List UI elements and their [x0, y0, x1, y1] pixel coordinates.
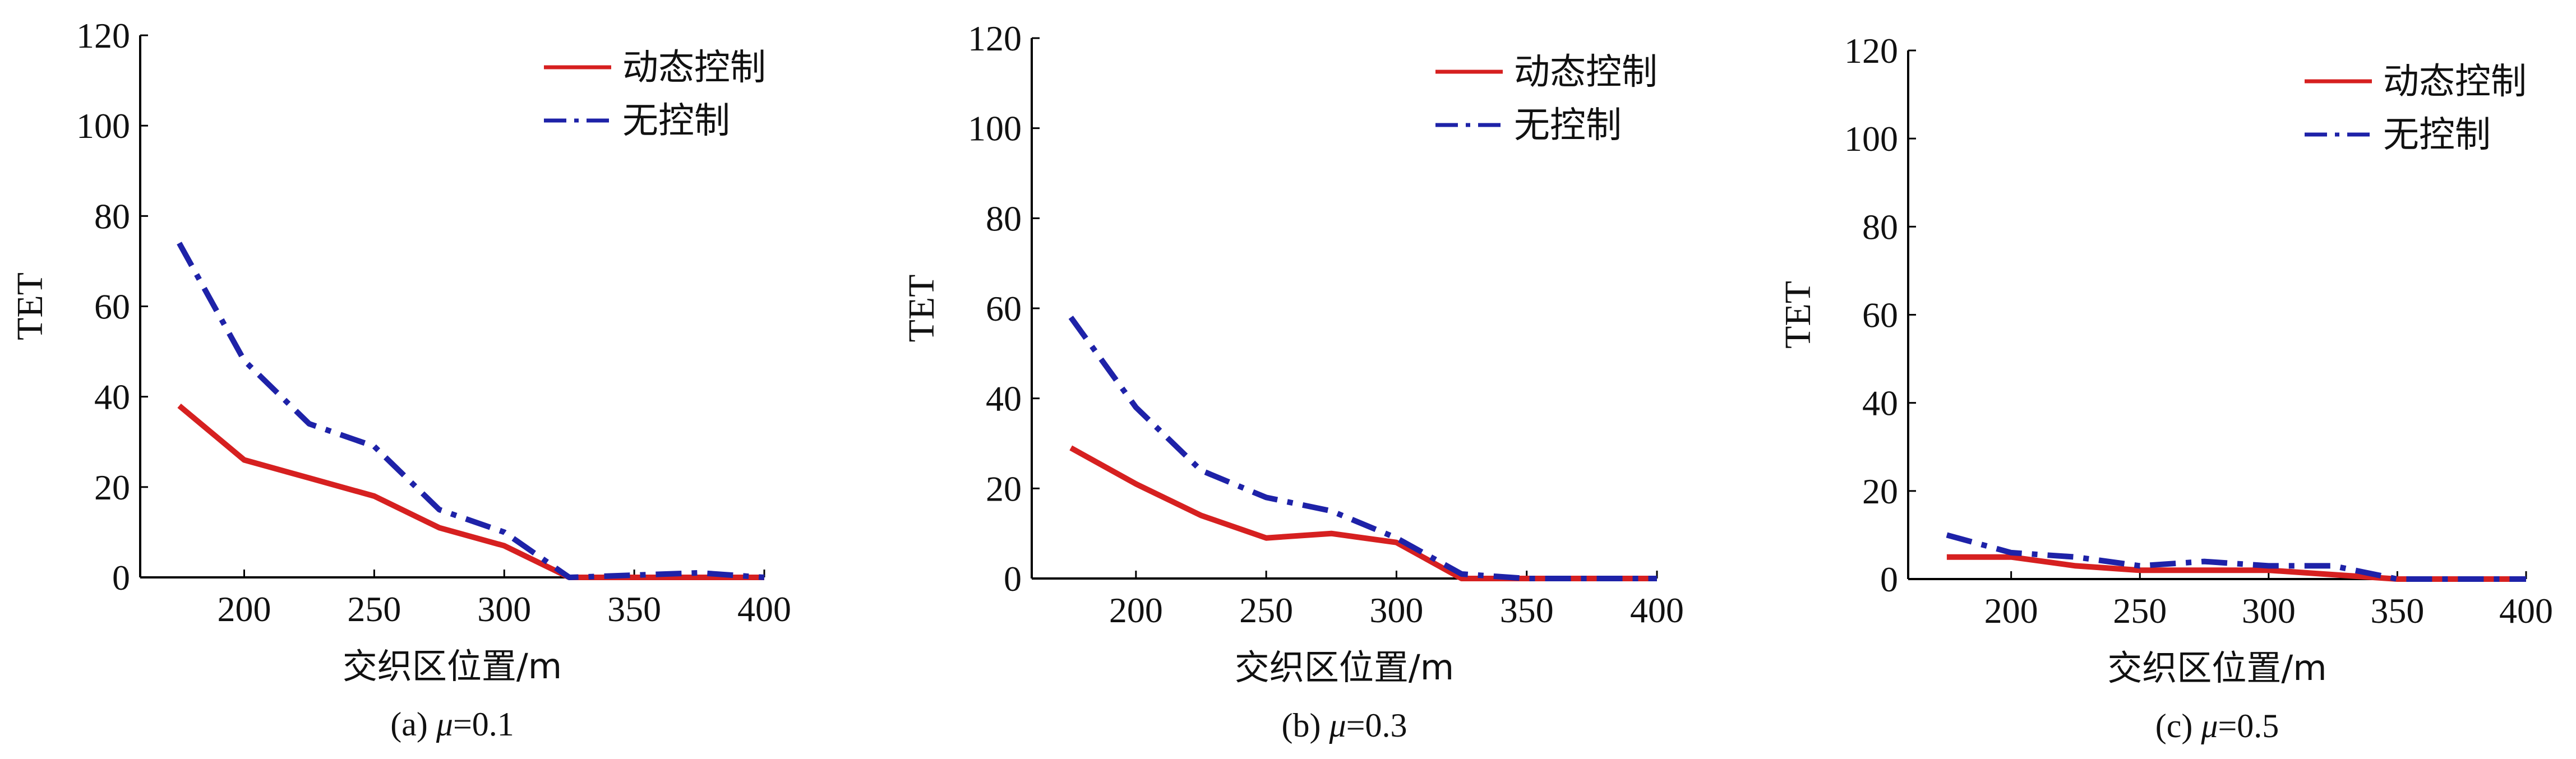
chart-panel-2: 0 20 40 60 80 100 120 200 250 300 350 400 TET 交织区位置/m… — [901, 18, 1684, 744]
y-tick-label: 40 — [94, 377, 130, 417]
y-tick-label: 100 — [76, 106, 130, 146]
x-tick-label: 250 — [2113, 591, 2167, 631]
y-tick-label: 120 — [1844, 31, 1898, 71]
legend-label: 动态控制 — [622, 47, 766, 89]
y-tick-label: 0 — [1880, 559, 1898, 599]
y-axis-label: TET — [1778, 281, 1818, 349]
x-tick-label: 300 — [1369, 590, 1423, 630]
y-tick-label: 60 — [94, 287, 130, 327]
y-tick-label: 20 — [94, 468, 130, 507]
x-tick-label: 200 — [1984, 591, 2038, 631]
x-tick-label: 400 — [1630, 590, 1684, 630]
x-tick-label: 250 — [1239, 590, 1293, 630]
legend-label: 无控制 — [622, 100, 730, 142]
x-tick-label: 200 — [218, 589, 271, 629]
caption-prefix: (b) — [1282, 707, 1329, 744]
panel-caption: (b) μ=0.3 — [1282, 707, 1407, 744]
x-tick-label: 350 — [607, 589, 661, 629]
caption-prefix: (c) — [2155, 707, 2201, 744]
y-tick-label: 20 — [986, 469, 1022, 508]
series-line-no-control — [1068, 316, 1657, 581]
x-tick-label: 300 — [477, 589, 531, 629]
y-tick-label: 0 — [112, 558, 130, 598]
y-tick-label: 80 — [94, 196, 130, 236]
y-tick-label: 100 — [1844, 119, 1898, 159]
x-axis-label: 交织区位置/m — [1235, 647, 1454, 688]
x-tick-label: 250 — [347, 589, 401, 629]
series-line-dynamic-control — [177, 403, 764, 580]
caption-value: =0.3 — [1346, 707, 1407, 744]
x-axis-label: 交织区位置/m — [2107, 647, 2326, 688]
legend-label: 动态控制 — [1514, 52, 1658, 93]
series-line-no-control — [1946, 532, 2526, 582]
legend-label: 无控制 — [1514, 105, 1622, 146]
y-tick-label: 60 — [986, 289, 1022, 328]
legend-label: 无控制 — [2383, 114, 2491, 156]
caption-value: =0.5 — [2218, 707, 2279, 744]
caption-symbol: μ — [2200, 707, 2218, 744]
y-tick-label: 40 — [986, 379, 1022, 419]
y-tick-label: 20 — [1862, 471, 1898, 511]
y-tick-label: 80 — [1862, 207, 1898, 247]
x-tick-label: 400 — [2499, 591, 2553, 631]
x-tick-label: 400 — [737, 589, 791, 629]
y-tick-label: 120 — [76, 16, 130, 55]
y-tick-label: 40 — [1862, 383, 1898, 423]
chart-panel-3: 0 20 40 60 80 100 120 200 250 300 350 400 TET 交织区位置/m… — [1778, 31, 2553, 744]
x-tick-label: 350 — [1500, 590, 1554, 630]
legend-label: 动态控制 — [2383, 61, 2527, 103]
panel-caption: (c) μ=0.5 — [2155, 707, 2279, 744]
y-tick-label: 60 — [1862, 295, 1898, 335]
x-tick-label: 350 — [2370, 591, 2424, 631]
panel-caption: (a) μ=0.1 — [390, 706, 514, 743]
x-tick-label: 200 — [1109, 590, 1163, 630]
y-axis-label: TET — [10, 272, 50, 340]
y-tick-label: 0 — [1004, 559, 1022, 599]
x-axis-label: 交织区位置/m — [343, 646, 562, 687]
y-axis-label: TET — [901, 275, 942, 343]
x-tick-label: 300 — [2242, 591, 2296, 631]
y-tick-label: 120 — [968, 18, 1022, 58]
chart-panel-1: 0 20 40 60 80 100 120 200 250 300 350 400 TET 交织区位置/m… — [10, 16, 791, 743]
caption-prefix: (a) — [390, 706, 436, 743]
caption-value: =0.1 — [453, 706, 514, 743]
series-line-no-control — [177, 242, 765, 580]
series-line-dynamic-control — [1069, 445, 1657, 581]
caption-symbol: μ — [436, 706, 453, 743]
y-tick-label: 80 — [986, 198, 1022, 238]
y-tick-label: 100 — [968, 109, 1022, 149]
caption-symbol: μ — [1329, 707, 1346, 744]
series-line-dynamic-control — [1946, 554, 2526, 582]
